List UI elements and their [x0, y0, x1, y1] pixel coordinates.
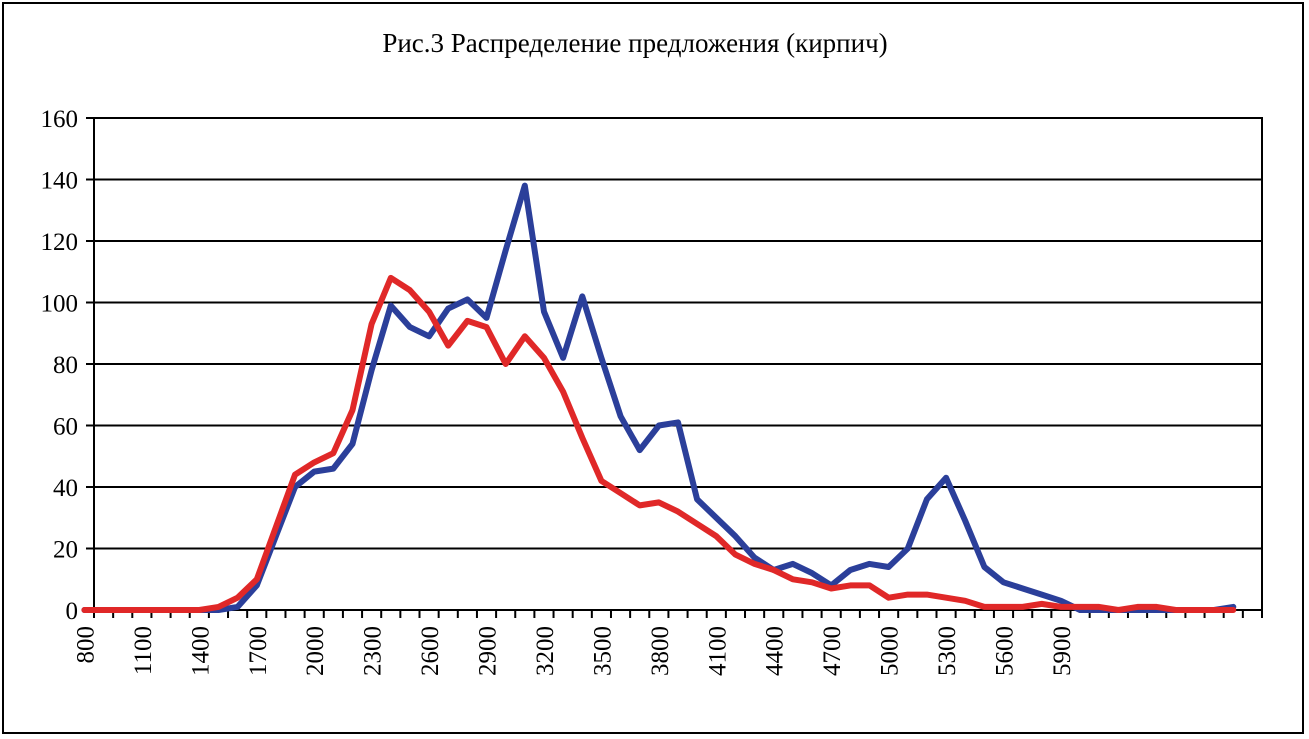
- y-tick-label-80: 80: [53, 352, 78, 379]
- y-tick-label-0: 0: [66, 598, 79, 625]
- x-tick-labels: 800 1100 1400 1700 2000 2300 2600 2900 3200 3500 3…: [72, 626, 1076, 676]
- x-tick-label-2900: 2900: [475, 626, 502, 676]
- x-tick-label-1400: 1400: [187, 626, 214, 676]
- x-tick-label-4400: 4400: [762, 626, 789, 676]
- x-tick-label-5900: 5900: [1049, 626, 1076, 676]
- x-tick-label-1700: 1700: [245, 626, 272, 676]
- x-tick-label-4700: 4700: [819, 626, 846, 676]
- y-tick-label-60: 60: [53, 414, 78, 441]
- x-tick-label-4100: 4100: [704, 626, 731, 676]
- x-tick-label-3200: 3200: [532, 626, 559, 676]
- gridlines: [94, 117, 1262, 550]
- x-tick-label-2600: 2600: [417, 626, 444, 676]
- series-line-2: [81, 274, 1237, 613]
- y-tick-label-40: 40: [53, 475, 78, 502]
- y-tick-label-100: 100: [41, 291, 79, 318]
- x-tick-label-5300: 5300: [934, 626, 961, 676]
- x-tick-label-5000: 5000: [877, 626, 904, 676]
- x-tick-label-5600: 5600: [992, 626, 1019, 676]
- x-tick-label-2300: 2300: [360, 626, 387, 676]
- y-tick-label-160: 160: [41, 106, 79, 133]
- x-tick-label-3800: 3800: [647, 626, 674, 676]
- axes: [86, 117, 1263, 618]
- series-layer: [81, 182, 1237, 613]
- x-tick-label-3500: 3500: [589, 626, 616, 676]
- x-tick-label-800: 800: [72, 626, 99, 664]
- y-tick-label-140: 140: [41, 168, 79, 195]
- chart-title: Рис.3 Распределение предложения (кирпич): [382, 28, 888, 58]
- y-tick-labels: 0 20 40 60 80 100 120 140 160: [41, 106, 79, 625]
- y-tick-label-20: 20: [53, 537, 78, 564]
- y-tick-label-120: 120: [41, 229, 79, 256]
- x-tick-label-1100: 1100: [130, 626, 157, 675]
- series-line-1: [81, 182, 1237, 613]
- x-tick-label-2000: 2000: [302, 626, 329, 676]
